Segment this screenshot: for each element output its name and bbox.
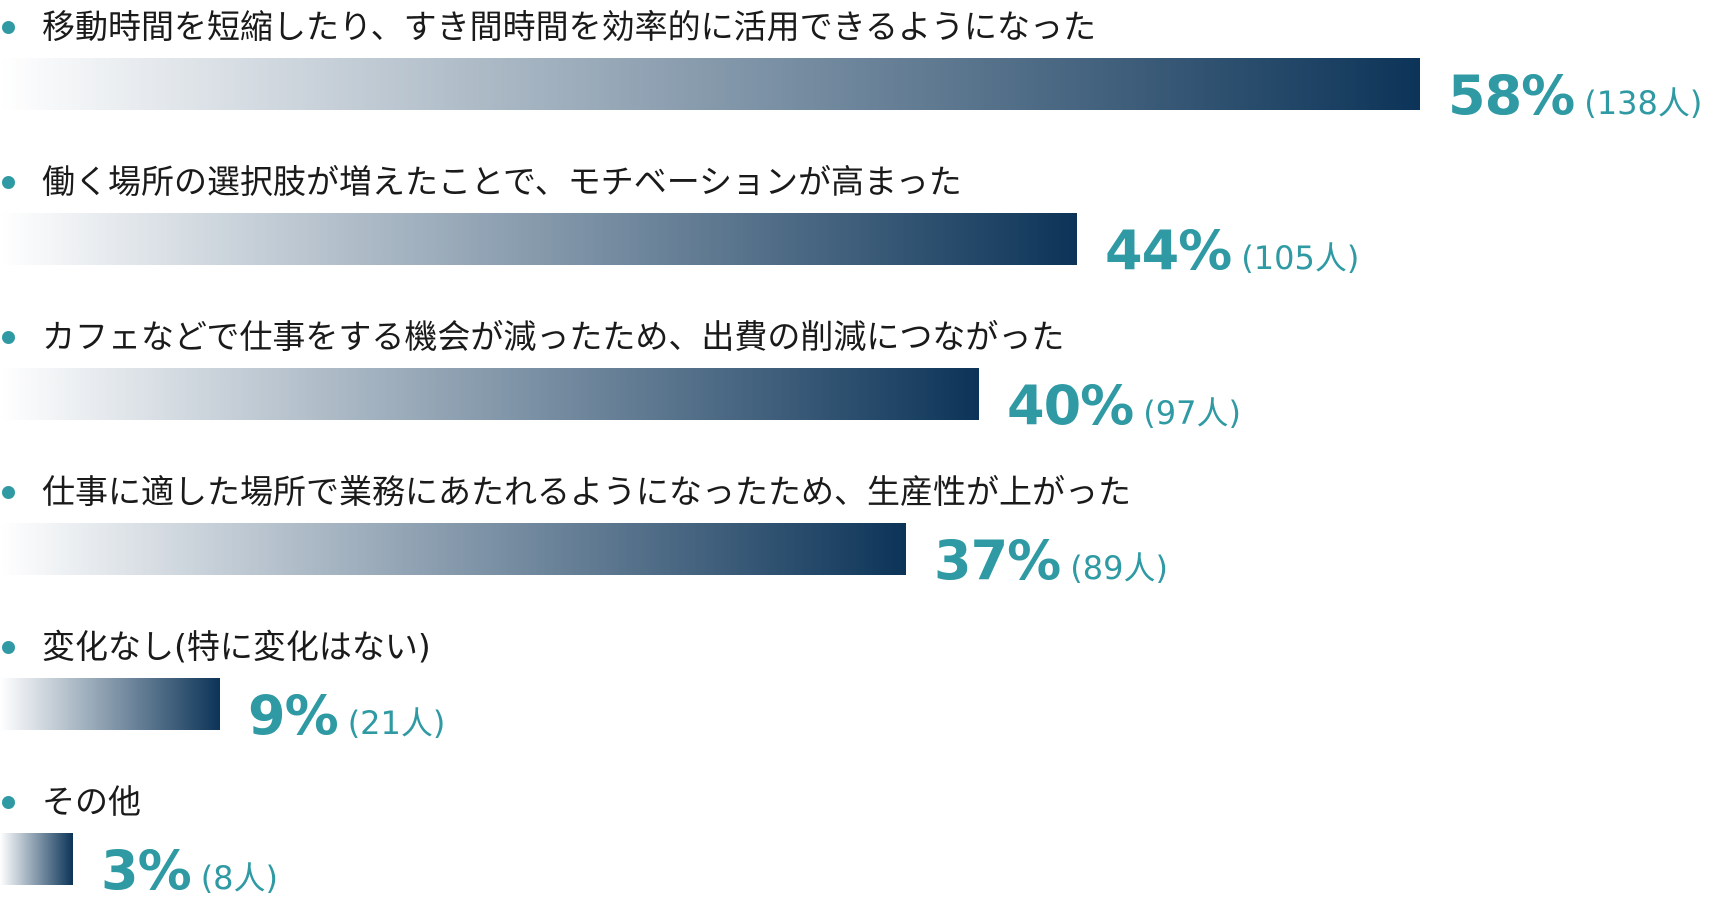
bar <box>0 368 979 420</box>
count-label: (89人) <box>1070 549 1168 587</box>
value-label-group: 40% (97人) <box>1007 374 1241 437</box>
bullet-icon <box>2 176 15 189</box>
bar <box>0 523 906 575</box>
count-label: (97人) <box>1143 394 1241 432</box>
category-label: カフェなどで仕事をする機会が減ったため、出費の削減につながった <box>42 317 1065 356</box>
category-label: 仕事に適した場所で業務にあたれるようになったため、生産性が上がった <box>42 472 1131 511</box>
percent-label: 58% <box>1448 64 1575 127</box>
value-label-group: 44% (105人) <box>1105 219 1359 282</box>
bullet-icon <box>2 21 15 34</box>
bullet-icon <box>2 331 15 344</box>
category-label: 働く場所の選択肢が増えたことで、モチベーションが高まった <box>42 162 962 201</box>
bullet-icon <box>2 486 15 499</box>
value-label-group: 3% (8人) <box>101 839 278 902</box>
category-label: 移動時間を短縮したり、すき間時間を効率的に活用できるようになった <box>42 7 1097 46</box>
percent-label: 44% <box>1105 219 1232 282</box>
chart-row: その他 3% (8人) <box>0 775 1725 915</box>
category-label: その他 <box>42 782 141 821</box>
value-label-group: 58% (138人) <box>1448 64 1702 127</box>
percent-label: 37% <box>934 529 1061 592</box>
bar <box>0 678 220 730</box>
percent-label: 40% <box>1007 374 1134 437</box>
bullet-icon <box>2 796 15 809</box>
value-label-group: 37% (89人) <box>934 529 1168 592</box>
bar <box>0 58 1420 110</box>
percent-label: 9% <box>248 684 339 747</box>
percent-label: 3% <box>101 839 192 902</box>
count-label: (8人) <box>200 859 279 897</box>
chart-row: 移動時間を短縮したり、すき間時間を効率的に活用できるようになった 58% (138人… <box>0 0 1725 140</box>
chart-row: 仕事に適した場所で業務にあたれるようになったため、生産性が上がった 37% (89人… <box>0 465 1725 605</box>
category-label: 変化なし(特に変化はない) <box>42 627 431 666</box>
chart-row: 変化なし(特に変化はない) 9% (21人) <box>0 620 1725 760</box>
bar <box>0 213 1077 265</box>
chart-row: カフェなどで仕事をする機会が減ったため、出費の削減につながった 40% (97人) <box>0 310 1725 450</box>
bar <box>0 833 73 885</box>
bullet-icon <box>2 641 15 654</box>
value-label-group: 9% (21人) <box>248 684 445 747</box>
count-label: (138人) <box>1584 84 1703 122</box>
count-label: (21人) <box>347 704 446 742</box>
count-label: (105人) <box>1241 239 1360 277</box>
chart-row: 働く場所の選択肢が増えたことで、モチベーションが高まった 44% (105人) <box>0 155 1725 295</box>
